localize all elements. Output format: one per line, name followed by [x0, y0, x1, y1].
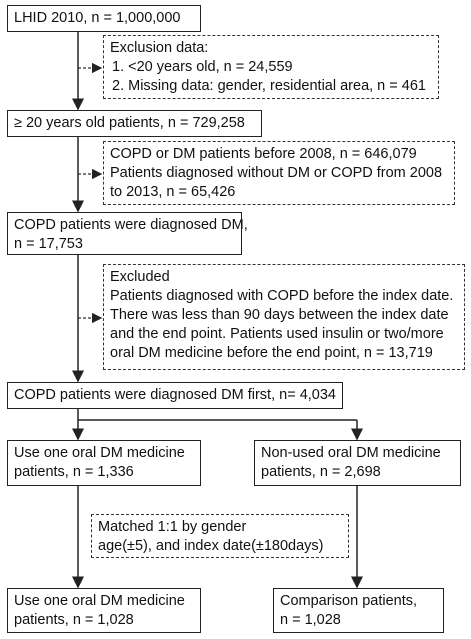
box-text-line: oral DM medicine before the end point, n… — [110, 345, 433, 361]
box-copd-diagnosed-dm-first: COPD patients were diagnosed DM first, n… — [7, 382, 343, 409]
box-text-line: Use one oral DM medicine — [14, 445, 185, 461]
box-text-line: to 2013, n = 65,426 — [110, 184, 236, 200]
box-text-line: patients, n = 2,698 — [261, 464, 381, 480]
box-exclusion-data: Exclusion data: 1. <20 years old, n = 24… — [103, 35, 439, 99]
box-text-line: n = 1,028 — [280, 612, 341, 628]
box-non-used-oral-dm: Non-used oral DM medicine patients, n = … — [254, 440, 461, 486]
box-text-line: Patients diagnosed with COPD before the … — [110, 288, 454, 304]
box-age-20-patients: ≥ 20 years old patients, n = 729,258 — [7, 110, 262, 137]
box-use-oral-dm: Use one oral DM medicine patients, n = 1… — [7, 440, 201, 486]
box-text-line: COPD patients were diagnosed DM, — [14, 217, 248, 233]
box-text-line: Exclusion data: — [110, 40, 209, 56]
box-text-line: patients, n = 1,336 — [14, 464, 134, 480]
box-text-line: COPD or DM patients before 2008, n = 646… — [110, 146, 417, 162]
box-text-line: patients, n = 1,028 — [14, 612, 134, 628]
box-text-line: n = 17,753 — [14, 236, 83, 252]
box-comparison-patients: Comparison patients, n = 1,028 — [273, 588, 444, 633]
box-use-oral-dm-final: Use one oral DM medicine patients, n = 1… — [7, 588, 201, 633]
box-text-line: Comparison patients, — [280, 593, 418, 609]
box-text-line: There was less than 90 days between the … — [110, 307, 449, 323]
box-text-line: COPD patients were diagnosed DM first, n… — [14, 387, 336, 403]
box-excluded: Excluded Patients diagnosed with COPD be… — [103, 264, 465, 370]
box-text-line: Use one oral DM medicine — [14, 593, 185, 609]
box-text-line: and the end point. Patients used insulin… — [110, 326, 444, 342]
box-text-line: LHID 2010, n = 1,000,000 — [14, 10, 181, 26]
box-text-line: Non-used oral DM medicine — [261, 445, 441, 461]
box-text-line: ≥ 20 years old patients, n = 729,258 — [14, 115, 245, 131]
box-text-line: 2. Missing data: gender, residential are… — [112, 78, 426, 94]
box-text-line: 1. <20 years old, n = 24,559 — [112, 59, 293, 75]
box-exclusion-copd-dm: COPD or DM patients before 2008, n = 646… — [103, 141, 455, 205]
box-copd-diagnosed-dm: COPD patients were diagnosed DM, n = 17,… — [7, 212, 248, 255]
box-text-line: age(±5), and index date(±180days) — [98, 538, 324, 554]
box-text-line: Matched 1:1 by gender — [98, 519, 247, 535]
box-text-line: Excluded — [110, 269, 170, 285]
box-lhid-2010: LHID 2010, n = 1,000,000 — [7, 5, 201, 32]
box-matched: Matched 1:1 by gender age(±5), and index… — [91, 514, 349, 558]
box-text-line: Patients diagnosed without DM or COPD fr… — [110, 165, 443, 181]
